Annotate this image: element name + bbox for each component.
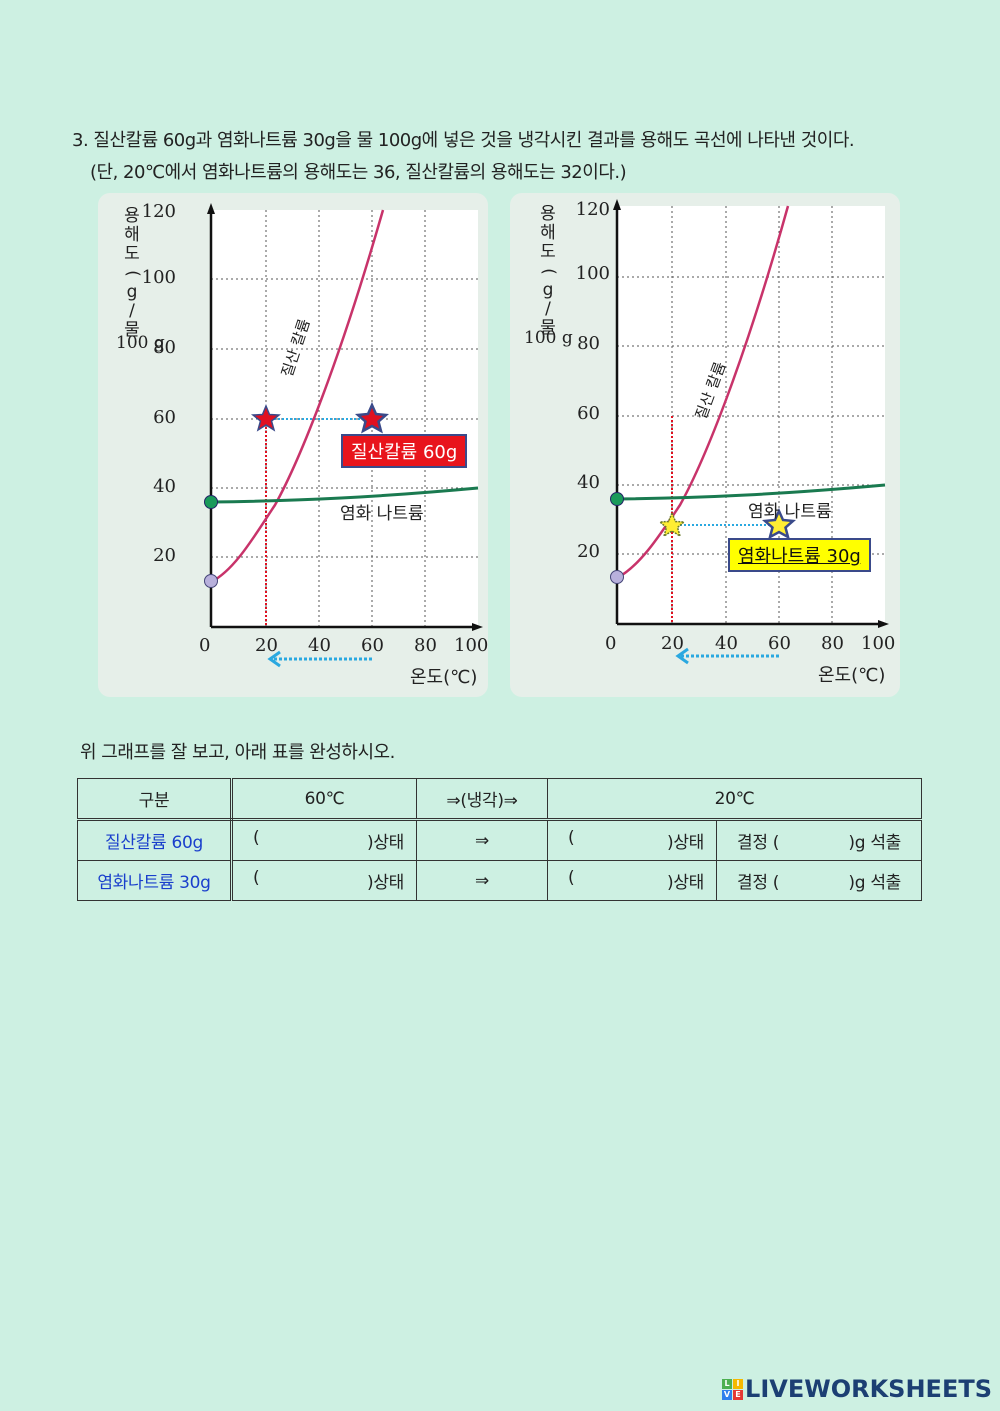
header-category: 구분 [77,778,233,821]
kno3-curve [210,209,385,584]
kno3-start-dot [204,574,218,588]
chart-right [610,199,889,665]
state-20c-blank[interactable]: ()상태 [547,819,717,861]
chart-left [204,203,483,668]
chart-right-panel: 120 100 80 60 40 20 0 20 40 60 80 100 온도… [510,193,900,697]
state-60c-blank[interactable]: ()상태 [231,819,417,861]
y-axis-label-tail: 100 g [524,328,573,348]
callout-nacl-30g: 염화나트륨 30g [728,538,871,572]
question-line-1: 3. 질산칼륨 60g과 염화나트륨 30g을 물 100g에 넣은 것을 냉각… [72,130,855,151]
table-row: 질산칼륨 60g ()상태 ⇒ ()상태 결정 ()g 석출 [77,819,922,861]
chart-left-panel: 120 100 80 60 40 20 0 20 40 60 80 100 온도… [98,193,488,697]
y-axis-label-tail: 100 g [116,333,165,353]
header-60c: 60℃ [231,778,417,821]
header-20c: 20℃ [547,778,922,821]
star-icon [761,507,797,540]
logo-text: LIVEWORKSHEETS [745,1375,992,1403]
live-logo-icon: L I V E [722,1378,744,1400]
header-cooling: ⇒(냉각)⇒ [416,778,548,821]
star-icon [354,401,390,434]
row-label: 염화나트륨 30g [77,860,233,901]
liveworksheets-logo[interactable]: L I V E LIVEWORKSHEETS [722,1375,992,1403]
instruction-text: 위 그래프를 잘 보고, 아래 표를 완성하시오. [80,742,395,763]
x-axis-label: 온도(℃) [410,667,478,688]
nacl-curve-label: 염화 나트륨 [340,504,424,524]
callout-kno3-60g: 질산칼륨 60g [341,434,468,468]
table-header-row: 구분 60℃ ⇒(냉각)⇒ 20℃ [77,778,922,821]
star-icon [250,404,282,432]
crystal-amount-blank[interactable]: 결정 ()g 석출 [716,819,922,861]
arrow: ⇒ [416,860,548,901]
question-line-2: (단, 20℃에서 염화나트륨의 용해도는 36, 질산칼륨의 용해도는 32이… [90,162,627,183]
plot-area [211,210,478,627]
answer-table: 구분 60℃ ⇒(냉각)⇒ 20℃ 질산칼륨 60g ()상태 ⇒ ()상태 결… [77,778,922,901]
arrow: ⇒ [416,819,548,861]
nacl-curve [210,486,479,504]
x-axis-label: 온도(℃) [818,665,886,686]
nacl-start-dot [204,495,218,509]
table-row: 염화나트륨 30g ()상태 ⇒ ()상태 결정 ()g 석출 [77,860,922,901]
row-label: 질산칼륨 60g [77,819,233,861]
star-icon [658,511,686,538]
nacl-curve-label: 염화 나트륨 [748,502,832,522]
state-20c-blank[interactable]: ()상태 [547,860,717,901]
state-60c-blank[interactable]: ()상태 [231,860,417,901]
crystal-amount-blank[interactable]: 결정 ()g 석출 [716,860,922,901]
